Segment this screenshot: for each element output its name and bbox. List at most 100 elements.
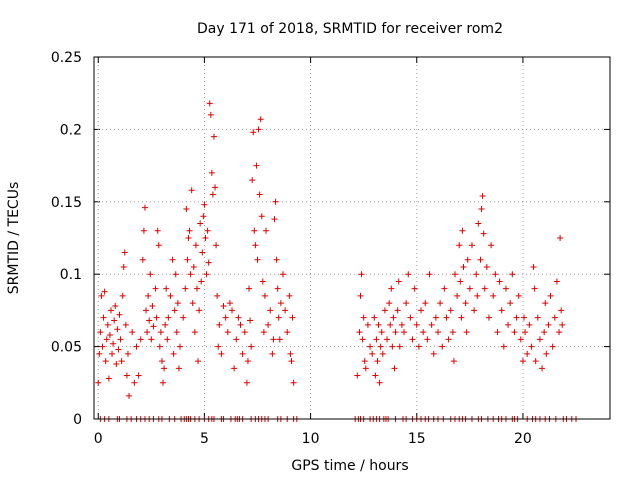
chart-title: Day 171 of 2018, SRMTID for receiver rom… — [197, 21, 503, 37]
data-point — [135, 372, 142, 379]
data-point — [271, 216, 278, 223]
data-point — [148, 336, 155, 343]
data-point — [378, 329, 385, 336]
data-point — [205, 259, 212, 266]
data-point — [98, 292, 105, 299]
data-point — [272, 198, 279, 205]
data-point — [137, 336, 144, 343]
data-point — [161, 365, 168, 372]
data-point — [543, 350, 550, 357]
x-tick-label: 10 — [302, 431, 320, 447]
data-point — [526, 321, 533, 328]
data-point — [188, 187, 195, 194]
data-point — [428, 321, 435, 328]
data-point — [478, 206, 485, 213]
data-point — [214, 292, 221, 299]
data-point — [392, 329, 399, 336]
data-point — [241, 329, 248, 336]
data-point — [182, 285, 189, 292]
data-point — [359, 336, 366, 343]
data-point — [129, 329, 136, 336]
data-point — [244, 358, 251, 365]
data-point — [405, 271, 412, 278]
data-point — [103, 336, 110, 343]
data-point — [545, 321, 552, 328]
data-point — [112, 303, 119, 310]
data-point — [464, 256, 471, 263]
data-point — [287, 350, 294, 357]
data-point — [390, 314, 397, 321]
data-point — [139, 256, 146, 263]
data-point — [249, 177, 256, 184]
data-point — [107, 307, 114, 314]
data-point — [556, 329, 563, 336]
data-point — [547, 292, 554, 299]
data-point — [284, 329, 291, 336]
data-point — [218, 350, 225, 357]
data-point — [384, 336, 391, 343]
x-tick-label: 0 — [94, 431, 103, 447]
data-point — [251, 227, 258, 234]
data-point — [394, 307, 401, 314]
data-point — [121, 249, 128, 256]
y-tick-label: 0.25 — [51, 50, 82, 66]
data-point — [459, 227, 466, 234]
data-point — [386, 300, 393, 307]
data-point — [189, 300, 196, 307]
data-point — [183, 206, 190, 213]
data-point — [197, 220, 204, 227]
y-tick-label: 0.15 — [51, 195, 82, 211]
data-point — [481, 285, 488, 292]
data-point — [381, 307, 388, 314]
data-point — [215, 343, 222, 350]
data-point — [389, 343, 396, 350]
data-point — [395, 278, 402, 285]
data-point — [250, 129, 257, 136]
data-point — [147, 271, 154, 278]
data-point — [458, 314, 465, 321]
data-point — [144, 329, 151, 336]
data-point — [206, 100, 213, 107]
data-point — [113, 360, 120, 367]
data-point — [155, 242, 162, 249]
data-point — [255, 126, 262, 133]
data-points — [95, 100, 580, 422]
data-point — [274, 285, 281, 292]
data-point — [413, 321, 420, 328]
data-point — [199, 249, 206, 256]
data-point — [200, 213, 207, 220]
data-point — [558, 307, 565, 314]
data-point — [254, 256, 261, 263]
data-point — [362, 365, 369, 372]
data-point — [243, 379, 250, 386]
y-tick-label: 0.05 — [51, 340, 82, 356]
data-point — [146, 317, 153, 324]
data-point — [253, 162, 260, 169]
data-point — [119, 292, 126, 299]
data-point — [252, 242, 259, 249]
data-point — [451, 271, 458, 278]
data-point — [454, 292, 461, 299]
data-point — [99, 343, 106, 350]
data-point — [471, 307, 478, 314]
data-point — [269, 350, 276, 357]
data-point — [258, 213, 265, 220]
data-point — [277, 300, 284, 307]
data-point — [432, 314, 439, 321]
data-point — [149, 303, 156, 310]
data-point — [185, 235, 192, 241]
data-point — [175, 365, 182, 372]
data-point — [173, 329, 180, 336]
data-point — [265, 321, 272, 328]
data-point — [260, 329, 267, 336]
data-point — [165, 314, 172, 321]
data-point — [443, 314, 450, 321]
data-point — [422, 300, 429, 307]
data-point — [426, 271, 433, 278]
data-point — [247, 317, 254, 324]
data-point — [447, 307, 454, 314]
data-point — [109, 350, 116, 357]
data-point — [209, 191, 216, 198]
data-point — [449, 329, 456, 336]
